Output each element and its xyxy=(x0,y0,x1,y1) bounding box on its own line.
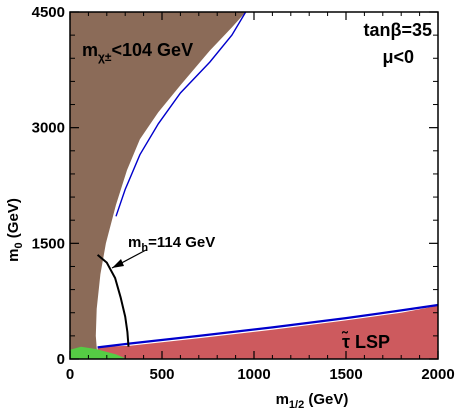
x-tick-label: 1500 xyxy=(329,366,362,383)
ticks-layer: 0 500 1000 1500 2000 0 1500 3000 4500 xyxy=(32,4,455,383)
y-tick-label: 1500 xyxy=(32,235,65,252)
mu-label: μ<0 xyxy=(382,47,414,67)
x-tick-label: 0 xyxy=(66,366,74,383)
higgs-label-arrowhead xyxy=(112,259,124,268)
x-axis-title: m1/2 (GeV) xyxy=(276,391,349,411)
stau-lsp-label: τ̃ LSP xyxy=(341,330,390,352)
relic-density-upper-line xyxy=(115,11,247,217)
y-axis-title: m0 (GeV) xyxy=(5,198,25,262)
y-tick-label: 4500 xyxy=(32,4,65,21)
higgs-label: mh=114 GeV xyxy=(128,234,215,254)
higgs-mass-contour xyxy=(96,254,130,347)
stau-lsp-region xyxy=(97,305,438,359)
green-region xyxy=(70,346,127,359)
tanbeta-label: tanβ=35 xyxy=(363,20,432,40)
x-tick-label: 500 xyxy=(149,366,174,383)
chargino-label: mχ±<104 GeV xyxy=(82,40,193,64)
chargino-excluded-region xyxy=(70,12,246,359)
lines-layer xyxy=(96,11,439,349)
x-tick-label: 2000 xyxy=(421,366,454,383)
regions-layer xyxy=(70,12,438,359)
y-tick-label: 0 xyxy=(57,351,65,368)
x-tick-label: 1000 xyxy=(237,366,270,383)
y-tick-label: 3000 xyxy=(32,120,65,137)
